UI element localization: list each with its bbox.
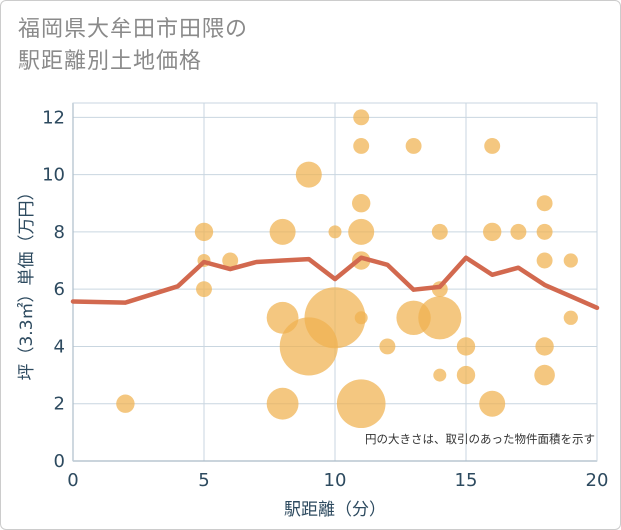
bubble-point bbox=[479, 390, 506, 417]
y-tick-label: 8 bbox=[54, 222, 65, 243]
bubble-point bbox=[433, 368, 447, 382]
y-tick-label: 12 bbox=[42, 107, 65, 128]
trend-series bbox=[70, 255, 600, 311]
bubble-point bbox=[353, 109, 370, 126]
grid-lines bbox=[72, 103, 598, 462]
x-axis-ticks: 0 5 10 15 20 bbox=[67, 470, 608, 491]
y-tick-label: 2 bbox=[54, 394, 65, 415]
bubble-point bbox=[536, 223, 553, 240]
plot-border bbox=[72, 102, 598, 462]
x-axis-label: 駅距離（分） bbox=[284, 500, 386, 520]
bubble-point bbox=[266, 387, 299, 420]
bubble-point bbox=[534, 364, 555, 386]
y-tick-label: 0 bbox=[54, 451, 65, 472]
chart-title-line-2: 駅距離別土地価格 bbox=[18, 49, 203, 74]
bubble-series bbox=[116, 109, 578, 429]
bubble-point bbox=[418, 296, 462, 340]
bubble-point bbox=[563, 253, 578, 268]
bubble-point bbox=[405, 137, 422, 154]
bubble-point bbox=[336, 379, 386, 429]
y-axis-ticks: 0 2 4 6 8 10 12 bbox=[42, 107, 65, 472]
bubble-point bbox=[116, 394, 135, 413]
bubble-point bbox=[304, 287, 366, 349]
bubble-point bbox=[222, 252, 239, 269]
x-tick-label: 15 bbox=[455, 470, 478, 491]
y-tick-label: 6 bbox=[54, 279, 65, 300]
x-tick-label: 20 bbox=[586, 470, 609, 491]
bubble-point bbox=[379, 338, 396, 355]
trend-line bbox=[70, 255, 600, 311]
bubble-point bbox=[484, 137, 501, 154]
bubble-point bbox=[456, 337, 476, 356]
bubble-point bbox=[456, 365, 476, 385]
chart-title: 福岡県大牟田市田隈の 駅距離別土地価格 bbox=[18, 14, 248, 78]
size-note: 円の大きさは、取引のあった物件面積を示す bbox=[365, 432, 595, 446]
y-axis-label: 坪（3.3㎡）単価（万円） bbox=[17, 183, 37, 380]
bubble-point bbox=[536, 195, 553, 212]
bubble-point bbox=[354, 311, 368, 325]
bubble-point bbox=[563, 310, 578, 325]
bubble-point bbox=[269, 218, 296, 245]
x-tick-label: 10 bbox=[324, 470, 347, 491]
bubble-point bbox=[295, 161, 322, 188]
bubble-point bbox=[535, 337, 554, 356]
bubble-point bbox=[348, 218, 375, 245]
bubble-point bbox=[431, 223, 448, 240]
bubble-point bbox=[510, 223, 527, 240]
bubble-point bbox=[536, 252, 553, 269]
y-tick-label: 10 bbox=[42, 165, 65, 186]
bubble-point bbox=[353, 137, 370, 154]
bubble-point bbox=[352, 194, 371, 213]
bubble-point bbox=[196, 281, 212, 298]
chart-title-line-1: 福岡県大牟田市田隈の bbox=[18, 17, 249, 42]
x-tick-label: 5 bbox=[198, 470, 209, 491]
bubble-point bbox=[328, 225, 342, 239]
x-tick-label: 0 bbox=[67, 470, 78, 491]
y-tick-label: 4 bbox=[54, 336, 65, 357]
bubble-point bbox=[483, 222, 502, 242]
bubble-point bbox=[194, 222, 214, 242]
